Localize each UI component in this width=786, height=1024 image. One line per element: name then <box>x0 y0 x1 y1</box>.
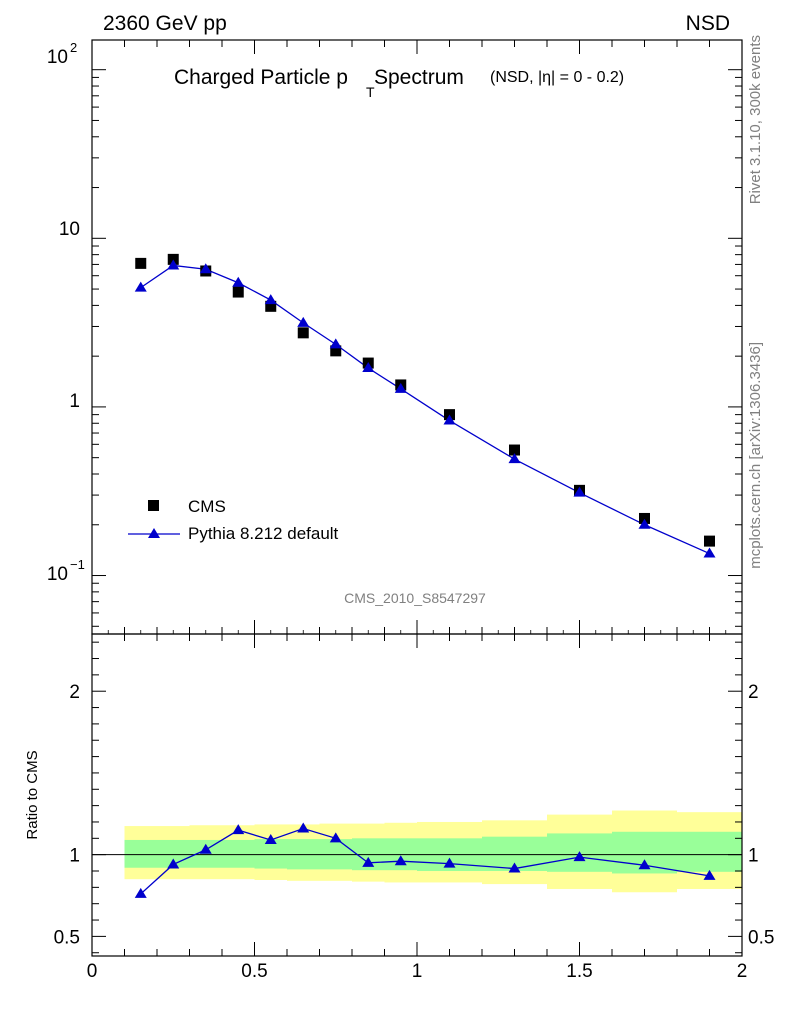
legend-mc-marker <box>148 528 160 538</box>
data-point <box>167 253 179 265</box>
ratio-point <box>167 858 180 869</box>
mc-line-path <box>140 264 710 555</box>
ratio-point <box>199 843 212 854</box>
y-tick-label-1: 1 <box>69 391 80 412</box>
x-tick-label: 2 <box>737 961 748 982</box>
mc-point <box>134 281 147 292</box>
y-tick-label-10: 10 <box>59 219 80 240</box>
mc-series-line <box>140 264 710 555</box>
legend-mc-label: Pythia 8.212 default <box>188 524 339 543</box>
ratio-series-line <box>140 827 710 895</box>
main-frame <box>91 39 743 635</box>
ratio-y-tick-label: 1 <box>69 846 80 867</box>
mc-series-points <box>134 259 716 558</box>
ratio-y-tick-label: 2 <box>69 682 80 703</box>
band-inner-bin <box>124 839 157 868</box>
mc-point <box>394 382 407 393</box>
main-panel: 10 1 10 2 10 −1 Charged Particle p T Spe… <box>47 39 743 635</box>
y-tick-0.1-exponent: −1 <box>70 557 85 572</box>
ratio-point <box>638 859 651 870</box>
y-tick-0.1-base: 10 <box>47 564 68 585</box>
ratio-point <box>329 832 342 843</box>
ratio-y-tick-labels: 0.5 0.5 1 1 2 2 <box>54 682 775 948</box>
data-point <box>265 300 277 312</box>
ratio-y-tick-label-right: 2 <box>748 682 759 703</box>
mc-point <box>638 518 651 529</box>
ratio-line-path <box>140 827 710 895</box>
x-tick-label: 0.5 <box>241 961 267 982</box>
ratio-point <box>362 856 375 867</box>
ratio-point <box>232 824 245 835</box>
ratio-point <box>297 822 310 833</box>
ratio-y-axis-label: Ratio to CMS <box>24 750 41 839</box>
process-label: NSD <box>686 12 730 35</box>
mc-point <box>264 294 277 305</box>
ratio-panel: 0.5 0.5 1 1 2 2 0 0.5 1 1.5 2 Ratio to CMS <box>24 633 775 982</box>
energy-label: 2360 GeV pp <box>103 12 227 35</box>
mc-point <box>443 414 456 425</box>
mcplots-label: mcplots.cern.ch [arXiv:1306.3436] <box>747 342 764 569</box>
mc-point <box>167 259 180 270</box>
plot-title-cut: (NSD, |η| = 0 - 0.2) <box>490 69 624 86</box>
data-point <box>330 345 342 357</box>
ratio-series-points <box>134 822 716 898</box>
x-tick-label: 0 <box>87 961 98 982</box>
y-tick-100-base: 10 <box>47 47 68 68</box>
ratio-y-tick-label: 0.5 <box>54 927 80 948</box>
ratio-point <box>394 855 407 866</box>
data-point <box>704 535 715 547</box>
y-tick-label-0.1: 10 <box>47 564 68 585</box>
ratio-point <box>264 833 277 844</box>
mc-point <box>703 547 716 558</box>
ratio-y-tick-label-right: 0.5 <box>748 927 774 948</box>
ratio-point <box>508 862 521 873</box>
mc-point <box>199 263 212 274</box>
legend: CMS Pythia 8.212 default <box>128 497 339 543</box>
band-inner-bin <box>254 839 287 869</box>
ratio-frame <box>91 633 743 957</box>
ratio-point <box>703 869 716 880</box>
rivet-version-label: Rivet 3.1.10, 300k events <box>747 35 764 204</box>
legend-data-marker <box>148 500 159 511</box>
legend-data-label: CMS <box>188 497 226 516</box>
x-tick-labels: 0 0.5 1 1.5 2 <box>87 961 748 982</box>
mc-point <box>508 453 521 464</box>
plot-title: Charged Particle p T Spectrum (NSD, |η| … <box>174 66 624 100</box>
ratio-axis-ticks <box>91 634 743 956</box>
main-y-tick-labels: 10 1 10 2 10 −1 <box>47 40 85 585</box>
x-tick-label: 1 <box>412 961 423 982</box>
y-tick-label-100: 10 <box>47 47 68 68</box>
ratio-y-tick-label-right: 1 <box>748 846 759 867</box>
main-axis-ticks <box>91 40 743 634</box>
plot-title-main: Charged Particle p <box>174 66 348 89</box>
data-point <box>297 327 309 339</box>
ratio-point <box>443 857 456 868</box>
mc-point <box>329 338 342 349</box>
band-inner-bin <box>222 839 255 868</box>
y-tick-100-exponent: 2 <box>70 40 77 55</box>
ratio-point <box>573 851 586 862</box>
mc-point <box>297 316 310 327</box>
band-inner-bin <box>677 831 742 872</box>
analysis-id-label: CMS_2010_S8547297 <box>344 590 486 606</box>
data-point <box>509 444 520 456</box>
mc-point <box>232 276 245 287</box>
mc-point <box>362 362 375 373</box>
title-prefix: Charged Particle p <box>174 66 348 89</box>
ratio-point <box>134 887 147 898</box>
data-point <box>232 286 244 298</box>
title-subscript: T <box>366 84 375 100</box>
x-tick-label: 1.5 <box>566 961 592 982</box>
data-point <box>639 512 650 524</box>
title-suffix: Spectrum <box>374 66 464 89</box>
data-point <box>135 257 147 269</box>
mc-point <box>573 486 586 497</box>
